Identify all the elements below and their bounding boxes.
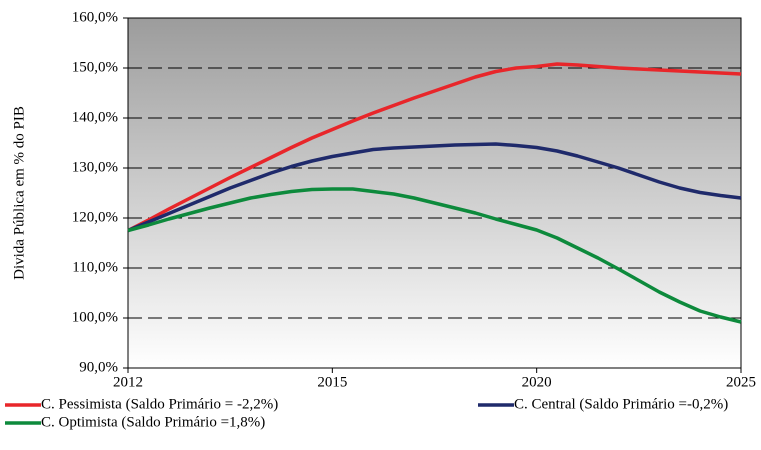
plot-frame	[127, 17, 742, 369]
y-tick-label: 160,0%	[72, 9, 118, 25]
x-tick-label: 2015	[317, 374, 347, 390]
legend-label: C. Optimista (Saldo Primário =1,8%)	[41, 414, 265, 430]
y-tick-label: 100,0%	[72, 309, 118, 325]
y-tick-label: 110,0%	[72, 259, 118, 275]
x-tick-label: 2012	[113, 374, 143, 390]
legend-label: C. Pessimista (Saldo Primário = -2,2%)	[41, 396, 278, 412]
x-tick-label: 2025	[726, 374, 756, 390]
plot-area	[128, 18, 741, 368]
y-tick-label: 90,0%	[79, 359, 118, 375]
series-line	[127, 62, 742, 233]
series-line	[127, 187, 742, 324]
series-line	[127, 142, 742, 233]
x-tick-label: 2020	[522, 374, 552, 390]
y-axis-label: Divida Pública em % do PIB	[11, 106, 27, 280]
y-tick-label: 140,0%	[72, 109, 118, 125]
legend-label: C. Central (Saldo Primário =-0,2%)	[514, 396, 728, 412]
y-tick-label: 130,0%	[72, 159, 118, 175]
y-tick-label: 150,0%	[72, 59, 118, 75]
y-tick-label: 120,0%	[72, 209, 118, 225]
